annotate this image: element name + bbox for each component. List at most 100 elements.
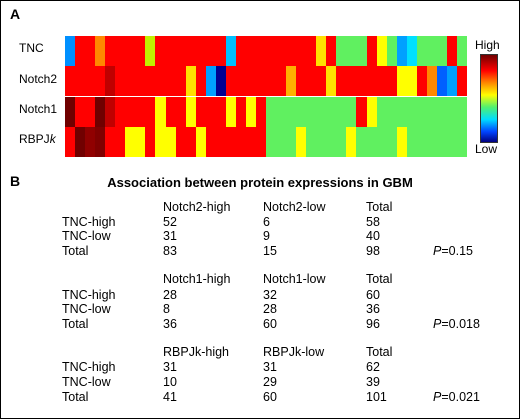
t3-cell: 29 [263,375,277,389]
heatmap-cell [386,36,398,66]
rbpjk-k: k [49,132,56,146]
heatmap-cell [195,96,207,127]
heatmap-cell [245,36,257,66]
heatmap-cell [346,36,358,66]
heatmap-cell [135,66,146,97]
heatmap-cell [205,36,217,66]
heatmap-cell [336,36,347,66]
heatmap-cell [406,96,418,127]
heatmap-cell [346,66,358,97]
heatmap-cell [125,36,136,66]
heatmap-cell [175,96,187,127]
heatmap-cell [125,66,136,97]
heatmap-cell [436,126,448,157]
heatmap-cell [446,66,458,97]
t1-row-label: TNC-high [62,215,116,229]
heatmap-cell [296,126,307,157]
heatmap-cell [175,126,187,157]
heatmap-cell [155,96,167,127]
p-number: =0.018 [441,317,480,331]
heatmap-cell [235,66,247,97]
heatmap-cell [446,126,458,157]
heatmap-cell [95,36,106,66]
heatmap-cell [135,96,146,127]
heatmap-cell [165,126,177,157]
colorbar-low-label: Low [475,142,498,156]
panel-b-label: B [10,173,21,189]
t2-row-label: TNC-low [62,302,111,316]
t3-cell: 39 [366,375,380,389]
t2-cell: 60 [366,288,380,302]
heatmap-cell [225,96,237,127]
t3-cell: 101 [366,390,387,404]
t1-cell: 40 [366,229,380,243]
heatmap-cell [155,36,167,66]
heatmap-cell [436,66,448,97]
heatmap-cell [316,126,327,157]
t3-cell: 31 [263,360,277,374]
heatmap-cell [436,96,448,127]
heatmap-cell [366,66,378,97]
heatmap-cell [155,126,167,157]
heatmap-cell [446,36,458,66]
heatmap-cell [95,126,106,157]
rbpjk-stem: RBPJ [19,132,50,146]
heatmap-cell [255,66,267,97]
heatmap-cell [225,36,237,66]
t2-header-low: Notch1-low [263,272,326,286]
t1-row-label: TNC-low [62,229,111,243]
heatmap-cell [105,96,116,127]
t1-header-low: Notch2-low [263,200,326,214]
p-number: =0.15 [441,244,473,258]
colorbar [480,54,498,143]
heatmap-cell [376,36,388,66]
heatmap-cell [356,126,368,157]
t1-cell: 15 [263,244,277,258]
heatmap-cell [235,36,247,66]
heatmap-cell [65,66,76,97]
heatmap-cell [255,96,267,127]
heatmap-cell [85,126,96,157]
t2-row-label: Total [62,317,89,331]
heatmap-cell [446,96,458,127]
heatmap-cell [185,36,197,66]
heatmap-cell [276,66,287,97]
heatmap-cell [426,66,438,97]
heatmap-cell [175,66,187,97]
heatmap-cell [95,96,106,127]
heatmap-cell [205,66,217,97]
heatmap-cell [165,96,177,127]
heatmap-cell [316,96,327,127]
heatmap-cell [376,96,388,127]
heatmap-cell [245,96,257,127]
t3-header-low: RBPJk-low [263,345,325,359]
heatmap-cell [396,36,408,66]
heatmap-cell [155,66,167,97]
t3-cell: 31 [163,360,177,374]
row-label-notch2: Notch2 [19,72,58,86]
heatmap-cell [356,96,368,127]
heatmap-cell [316,66,327,97]
heatmap-cell [416,66,428,97]
heatmap-cell [406,66,418,97]
heatmap-cell [396,66,408,97]
heatmap-cell [296,66,307,97]
t3-cell: 62 [366,360,380,374]
heatmap-cell [286,96,297,127]
heatmap-cell [266,36,277,66]
heatmap-cell [125,96,136,127]
heatmap-cell [286,126,297,157]
t1-p-value: P=0.15 [433,244,473,258]
heatmap-cell [165,66,177,97]
t3-p-value: P=0.021 [433,390,480,404]
heatmap-cell [416,96,428,127]
heatmap-cell [165,36,177,66]
heatmap-cell [296,96,307,127]
t2-cell: 60 [263,317,277,331]
heatmap-cell [266,66,277,97]
heatmap-cell [75,96,86,127]
heatmap-cell [95,66,106,97]
heatmap-cell [85,36,96,66]
t3-header-total: Total [366,345,393,359]
